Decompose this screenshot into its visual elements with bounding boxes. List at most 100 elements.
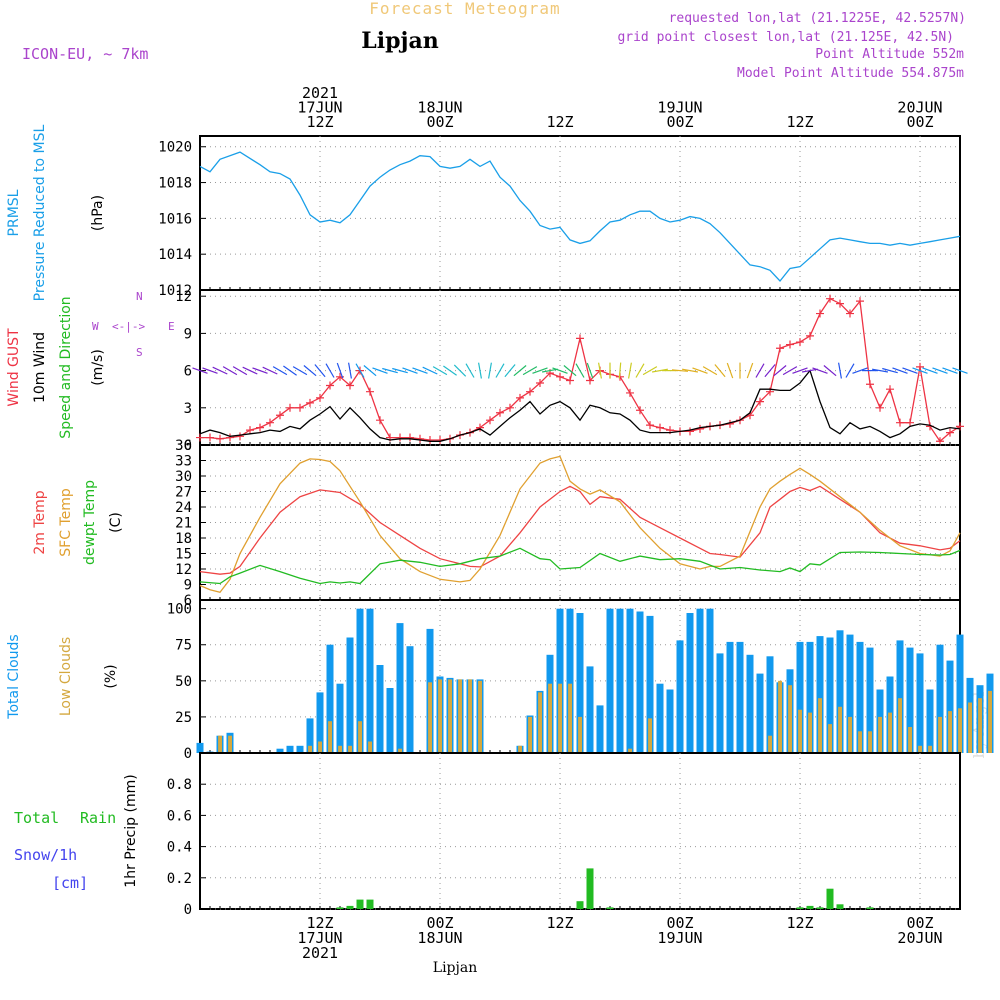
grid-coords: grid point closest lon,lat (21.125E, 42.… — [617, 30, 954, 45]
wind-arrow — [552, 367, 568, 374]
y-tick-label: 1020 — [158, 140, 192, 156]
data-bar — [878, 716, 882, 753]
data-bar — [908, 727, 912, 753]
data-bar — [806, 905, 814, 909]
data-bar — [386, 688, 394, 753]
data-bar — [916, 653, 924, 753]
wind-arrow — [912, 367, 928, 374]
y-tick-label: 0.8 — [167, 777, 192, 793]
data-bar — [308, 745, 312, 753]
wind-arrow — [465, 363, 475, 378]
gust-marker — [776, 344, 784, 353]
wind-arrow — [746, 362, 754, 379]
wind-arrow — [478, 362, 482, 379]
data-bar — [428, 682, 432, 753]
data-bar — [336, 683, 344, 753]
data-bar — [988, 690, 992, 753]
data-bar — [398, 748, 402, 753]
wind-arrow — [532, 367, 548, 374]
gust-marker — [886, 385, 894, 394]
wind-arrow — [764, 364, 776, 378]
y-tick-label: 75 — [175, 638, 192, 654]
y-tick-label: 0.4 — [167, 840, 192, 856]
gust-marker — [906, 418, 914, 427]
panel-precip: 0 0.2 0.4 0.6 0.8 Total Rain Snow/1h [cm] 1hr Pre… — [14, 752, 961, 918]
time-label-bottom: 00Z — [426, 914, 453, 932]
series-line — [199, 369, 961, 442]
wind-arrow — [432, 366, 448, 376]
data-bar — [766, 656, 774, 753]
gust-marker — [556, 372, 564, 381]
wind-arrow — [892, 367, 908, 374]
wind-arrow — [882, 367, 898, 374]
panel-label: SFC Temp — [58, 488, 74, 557]
data-bar — [458, 679, 462, 753]
wind-arrow — [692, 367, 708, 374]
location-title: Lipjan — [361, 28, 438, 54]
data-bar — [566, 608, 574, 753]
wind-arrow — [801, 368, 819, 373]
app-title: Forecast Meteogram — [369, 0, 560, 18]
panel-label: Pressure Reduced to MSL — [32, 124, 48, 301]
data-bar — [336, 907, 344, 909]
compass-indicator: W <-|-> E N S — [92, 290, 175, 359]
y-tick-label: 9 — [184, 326, 192, 342]
data-bar — [366, 899, 374, 909]
wind-arrow — [292, 366, 308, 376]
data-bar — [928, 745, 932, 753]
point-altitude: Point Altitude 552m — [815, 47, 964, 62]
data-bar — [726, 641, 734, 753]
wind-arrow — [488, 362, 492, 379]
panel-label: (hPa) — [90, 195, 106, 231]
panel-label: Rain — [80, 809, 116, 827]
wind-arrow — [575, 363, 585, 378]
wind-arrow — [838, 362, 842, 379]
wind-arrow — [412, 367, 428, 374]
compass-arrows: <-|-> — [112, 320, 145, 333]
y-tick-label: 0.6 — [167, 808, 192, 824]
data-bar — [826, 637, 834, 753]
gust-marker — [836, 299, 844, 308]
gust-marker — [246, 426, 254, 435]
data-bar — [816, 907, 824, 909]
gust-marker — [506, 403, 514, 412]
gust-marker — [816, 309, 824, 318]
wind-arrow — [303, 365, 317, 377]
data-bar — [218, 735, 222, 753]
wind-arrow — [792, 367, 808, 374]
wind-arrow — [422, 366, 438, 375]
wind-arrow — [372, 367, 388, 374]
data-bar — [806, 641, 814, 753]
wind-arrow — [563, 365, 577, 377]
panel-label: dewpt Temp — [82, 480, 98, 565]
data-bar — [328, 721, 332, 753]
wind-arrow — [642, 366, 658, 376]
panel-unit-label: 1hr Precip (mm) — [123, 774, 139, 887]
data-bar — [926, 689, 934, 753]
wind-arrow — [522, 366, 538, 376]
wind-arrow — [598, 362, 602, 379]
y-tick-label: 36 — [175, 438, 192, 454]
data-bar — [686, 613, 694, 753]
panels: 1012 1014 1016 1018 1020 PRMSL Pressure Reduce… — [6, 124, 994, 918]
data-bar — [478, 680, 482, 753]
data-bar — [948, 711, 952, 753]
wind-arrow — [823, 365, 837, 377]
data-bar — [576, 613, 584, 753]
panel-label: 10m Wind — [32, 332, 48, 403]
data-bar — [968, 702, 972, 753]
data-bar — [338, 745, 342, 753]
wind-arrow — [513, 365, 527, 377]
wind-arrow — [852, 367, 868, 374]
gust-marker — [636, 406, 644, 415]
series-line — [199, 455, 961, 594]
wind-arrow — [782, 366, 798, 376]
wind-arrow — [628, 362, 632, 379]
data-bar — [396, 623, 404, 753]
data-bar — [788, 685, 792, 753]
data-bar — [756, 673, 764, 753]
data-bar — [736, 641, 744, 753]
data-bar — [586, 666, 594, 753]
